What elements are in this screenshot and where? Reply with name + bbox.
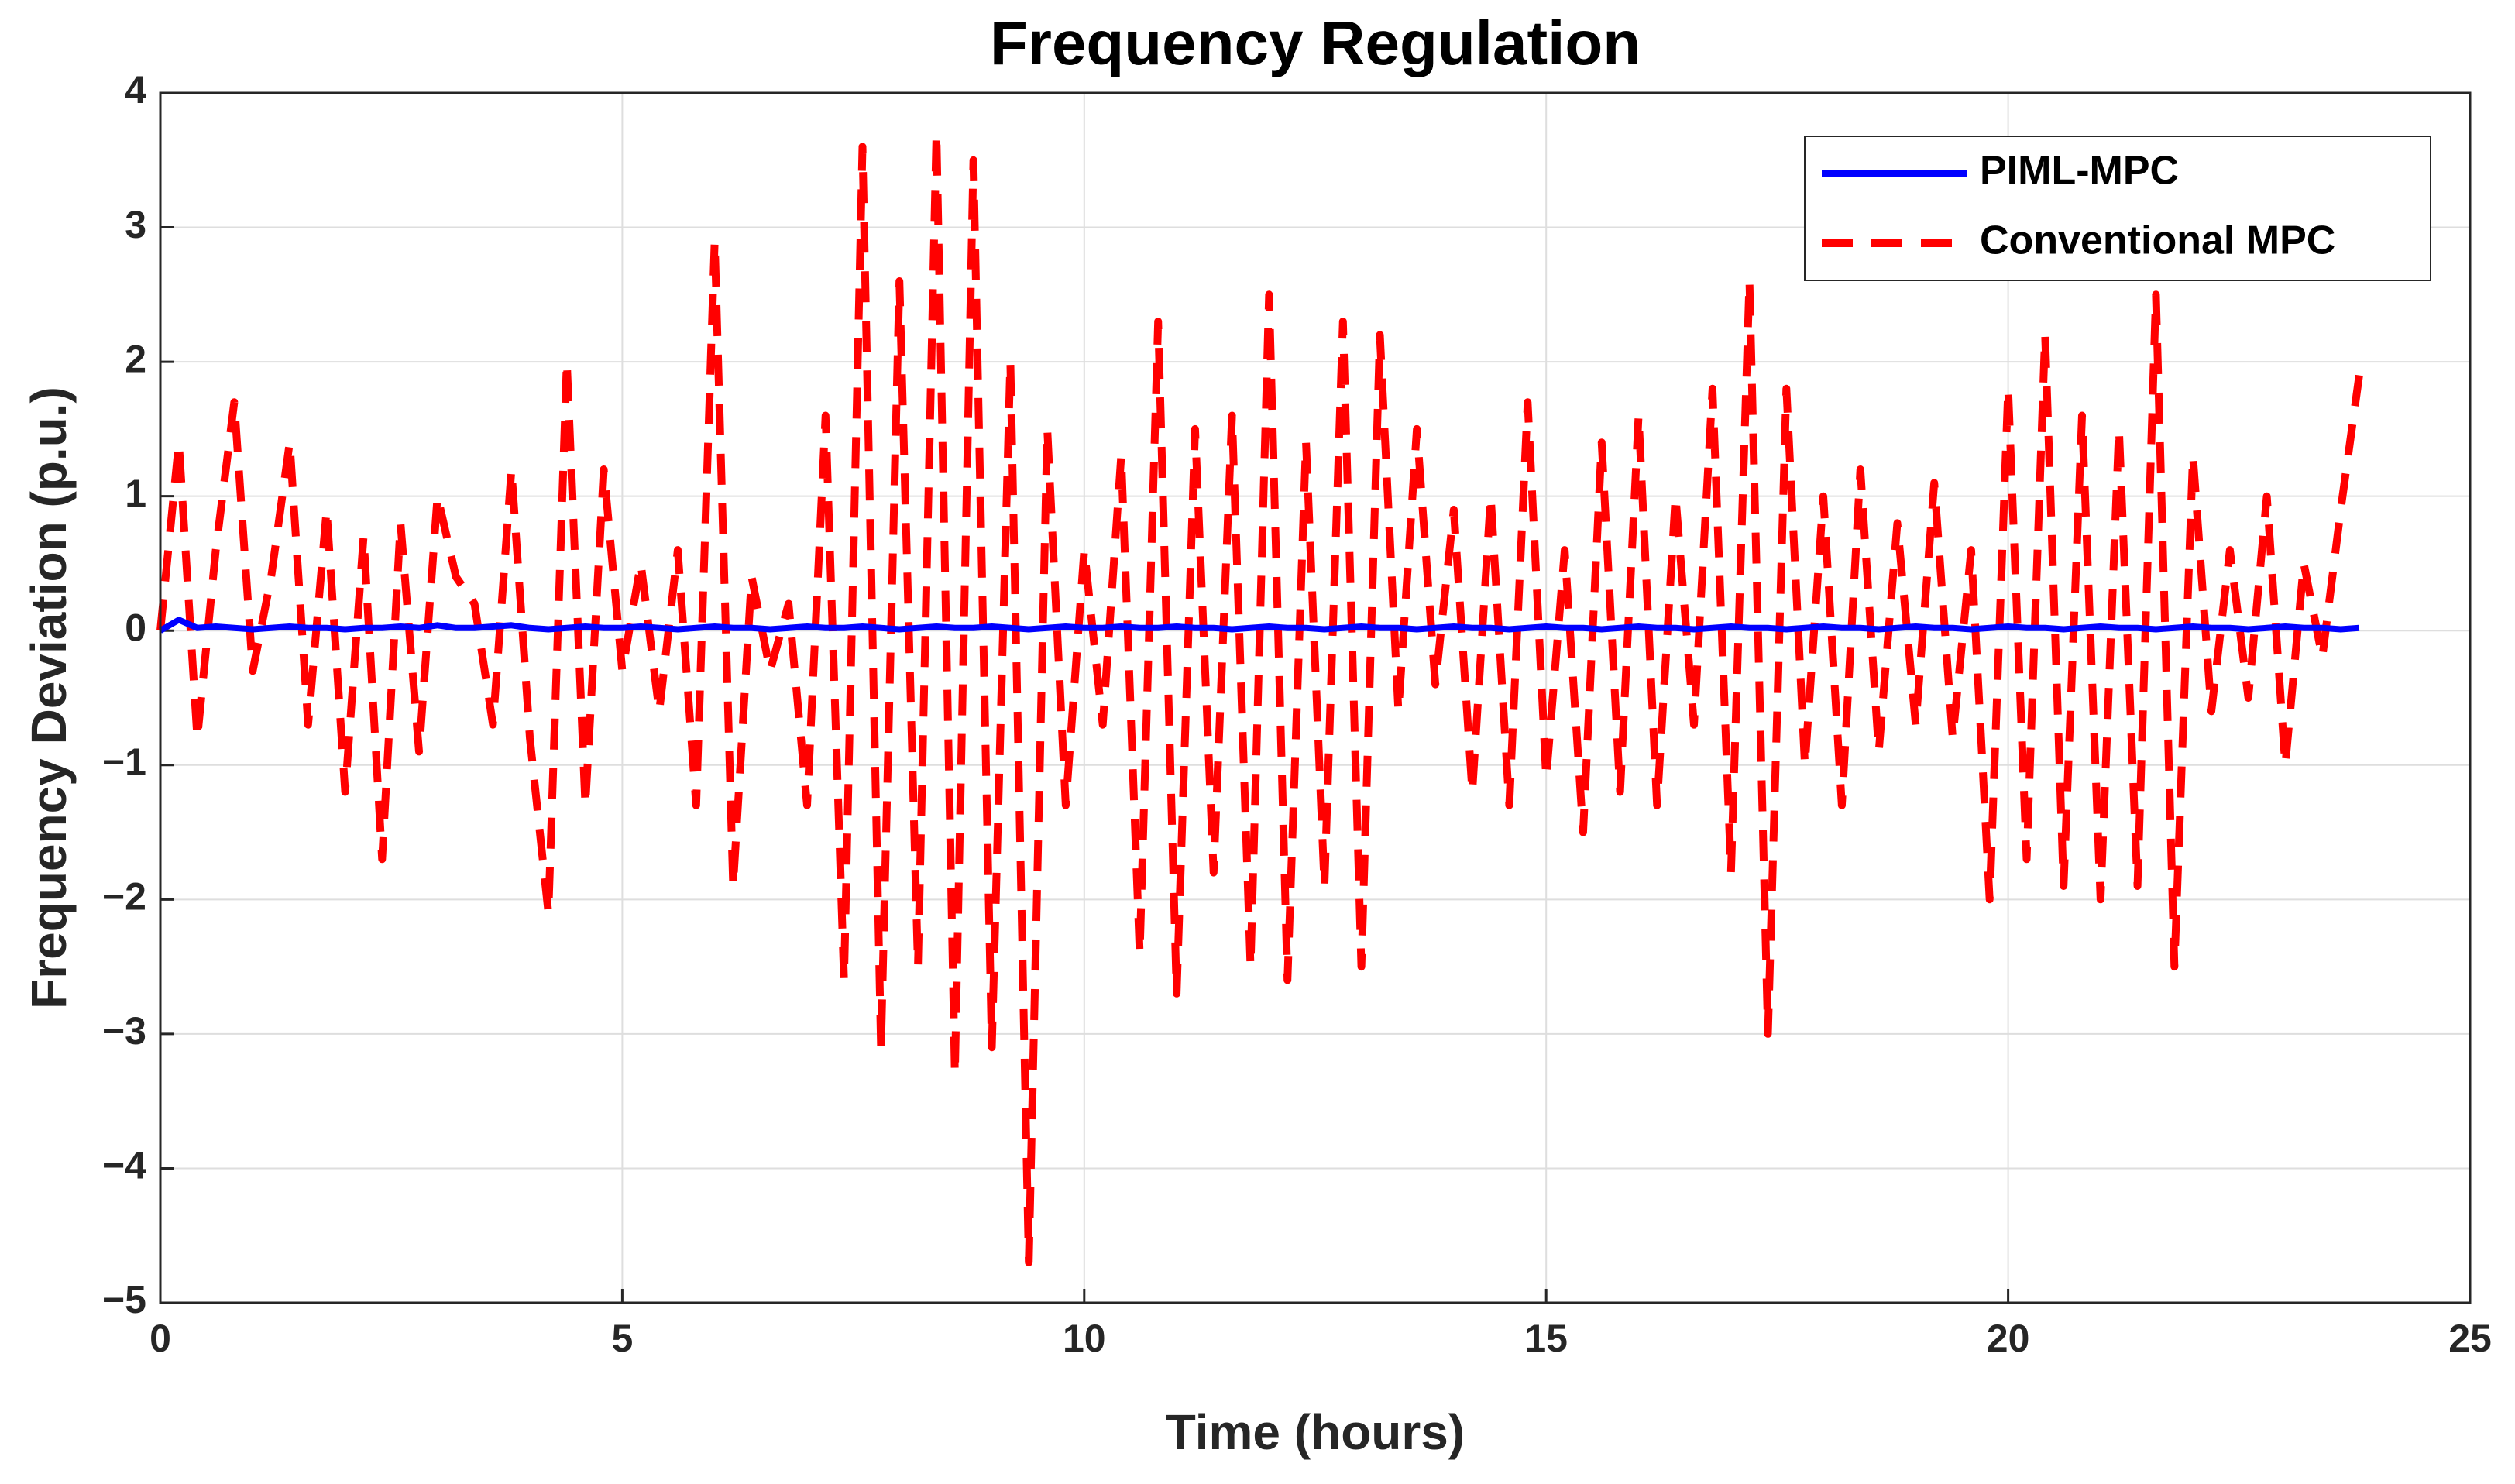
y-axis-label: Frequency Deviation (p.u.) (21, 386, 77, 1009)
y-tick-label: 0 (125, 606, 146, 649)
series-line (158, 617, 2360, 634)
x-tick-label: 10 (1063, 1317, 1106, 1360)
x-tick-label: 0 (149, 1317, 171, 1360)
legend-label: PIML-MPC (1980, 149, 2179, 194)
y-tick-label: 4 (125, 68, 146, 112)
legend-label: Conventional MPC (1980, 218, 2335, 263)
y-tick-label: −4 (102, 1144, 146, 1187)
chart-title: Frequency Regulation (990, 9, 1641, 77)
y-tick-label: −2 (102, 875, 146, 919)
x-axis-label: Time (hours) (1166, 1404, 1465, 1460)
x-tick-label: 20 (1987, 1317, 2030, 1360)
y-tick-label: 1 (125, 472, 146, 515)
y-tick-label: −5 (102, 1278, 146, 1321)
y-tick-label: 3 (125, 203, 146, 246)
x-tick-label: 5 (611, 1317, 633, 1360)
plot-frame (159, 91, 2472, 1304)
series-line (156, 129, 2363, 1266)
y-tick-label: 2 (125, 337, 146, 380)
x-tick-label: 25 (2448, 1317, 2492, 1360)
legend-box (1804, 136, 2431, 281)
y-tick-label: −1 (102, 740, 146, 784)
y-tick-label: −3 (102, 1009, 146, 1053)
x-tick-label: 15 (1524, 1317, 1568, 1360)
